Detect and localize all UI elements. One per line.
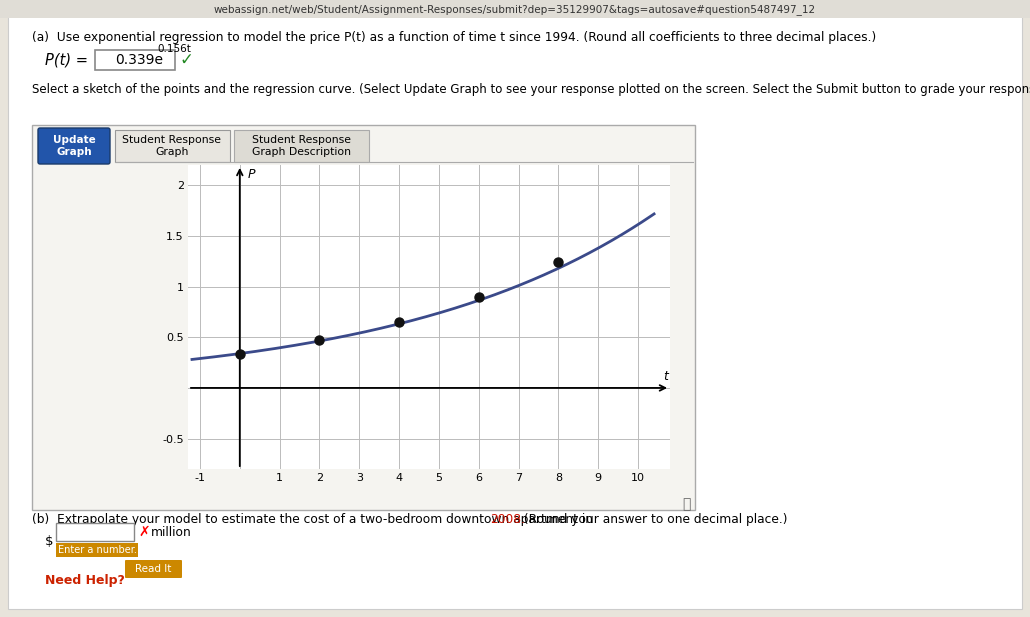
Text: ✓: ✓ bbox=[180, 51, 194, 69]
Text: 0.156t: 0.156t bbox=[157, 44, 191, 54]
Text: $: $ bbox=[45, 535, 54, 548]
Text: (b)  Extrapolate your model to estimate the cost of a two-bedroom downtown apart: (b) Extrapolate your model to estimate t… bbox=[32, 513, 596, 526]
Text: Update
Graph: Update Graph bbox=[53, 135, 96, 157]
Text: (Round your answer to one decimal place.): (Round your answer to one decimal place.… bbox=[520, 513, 788, 526]
FancyBboxPatch shape bbox=[0, 0, 1030, 18]
FancyBboxPatch shape bbox=[95, 50, 175, 70]
FancyBboxPatch shape bbox=[32, 125, 695, 510]
Text: million: million bbox=[151, 526, 192, 539]
Text: Student Response
Graph: Student Response Graph bbox=[123, 135, 221, 157]
FancyBboxPatch shape bbox=[56, 523, 134, 541]
FancyBboxPatch shape bbox=[56, 543, 138, 557]
FancyBboxPatch shape bbox=[125, 560, 182, 578]
Text: webassign.net/web/Student/Assignment-Responses/submit?dep=35129907&tags=autosave: webassign.net/web/Student/Assignment-Res… bbox=[214, 4, 816, 15]
Text: t: t bbox=[663, 370, 668, 383]
Text: Select a sketch of the points and the regression curve. (Select Update Graph to : Select a sketch of the points and the re… bbox=[32, 83, 1030, 96]
FancyBboxPatch shape bbox=[234, 130, 369, 162]
Text: (a)  Use exponential regression to model the price P(t) as a function of time t : (a) Use exponential regression to model … bbox=[32, 31, 877, 44]
Text: P: P bbox=[248, 168, 255, 181]
Text: 2008.: 2008. bbox=[490, 513, 525, 526]
Text: ✗: ✗ bbox=[138, 525, 149, 539]
Text: P(t) =: P(t) = bbox=[45, 52, 88, 67]
FancyBboxPatch shape bbox=[38, 128, 110, 164]
Text: Enter a number.: Enter a number. bbox=[58, 545, 136, 555]
FancyBboxPatch shape bbox=[8, 8, 1022, 609]
Text: Student Response
Graph Description: Student Response Graph Description bbox=[251, 135, 350, 157]
Text: ⓘ: ⓘ bbox=[682, 497, 690, 511]
Text: Read It: Read It bbox=[135, 564, 171, 574]
Text: 0.339e: 0.339e bbox=[115, 53, 163, 67]
Text: Need Help?: Need Help? bbox=[45, 574, 125, 587]
FancyBboxPatch shape bbox=[115, 130, 230, 162]
